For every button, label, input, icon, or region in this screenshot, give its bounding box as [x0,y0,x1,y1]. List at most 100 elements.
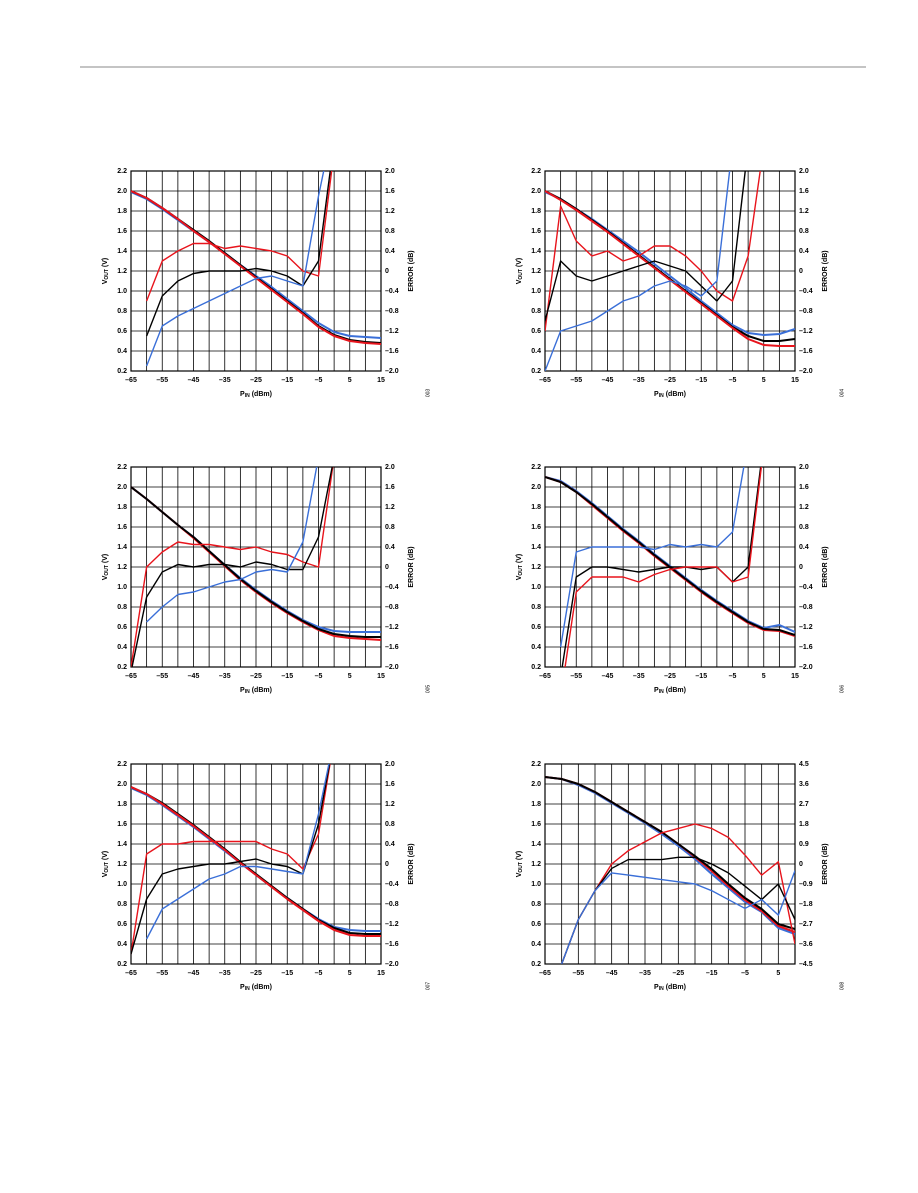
x-tick-label: 15 [377,377,385,384]
error-line [561,823,795,964]
y2-tick-label: 0.4 [385,544,395,551]
x-label-unit: (dBm) [666,391,686,398]
error-line [146,764,330,940]
y-tick-label: 2.2 [117,464,127,471]
y2-tick-label: 2.0 [385,168,395,175]
plot-frame [130,170,382,372]
y-tick-label: 0.8 [117,308,127,315]
x-tick-label: 5 [348,377,352,384]
y2-tick-label: 2.0 [385,464,395,471]
x-label-main: P [654,687,659,694]
y2-tick-label: –1.2 [385,624,399,631]
y-tick-label: 1.6 [531,524,541,531]
x-tick-label: –15 [695,377,707,384]
x-tick-label: –15 [281,673,293,680]
x-tick-label: –45 [188,377,200,384]
y2-tick-label: 1.6 [799,484,809,491]
y-tick-label: 1.6 [117,524,127,531]
x-tick-label: –45 [188,970,200,977]
y2-tick-label: 1.6 [385,484,395,491]
x-axis-label: PIN (dBm) [240,391,272,399]
figure-id: 005 [425,685,431,694]
x-tick-label: –5 [315,377,323,384]
y-tick-label: 1.6 [531,228,541,235]
error-line [145,171,333,302]
y-tick-label: 2.2 [531,168,541,175]
y-label-sub: OUT [518,269,524,280]
y2-tick-label: –1.6 [385,348,399,355]
y2-tick-label: –0.8 [385,308,399,315]
error-line [564,467,763,667]
y2-tick-label: –1.2 [385,921,399,928]
y2-tick-label: 2.0 [385,761,395,768]
y-tick-label: 0.2 [117,368,127,375]
x-tick-label: –45 [602,377,614,384]
plot-frame [130,763,382,965]
y-tick-label: 0.4 [531,644,541,651]
y2-tick-label: –2.0 [799,664,813,671]
x-tick-label: –65 [125,673,137,680]
y2-tick-label: 2.7 [799,801,809,808]
x-tick-label: 15 [377,970,385,977]
y2-axis-label: ERROR (dB) [408,250,415,291]
y2-tick-label: 1.2 [799,208,809,215]
x-label-sub: IN [245,986,250,992]
y2-tick-label: –3.6 [799,941,813,948]
x-tick-label: –35 [633,377,645,384]
y2-tick-label: –1.6 [799,348,813,355]
y2-axis-label: ERROR (dB) [408,546,415,587]
y-tick-label: 1.8 [531,504,541,511]
y-tick-label: 0.6 [117,328,127,335]
y2-tick-label: 0.8 [799,524,809,531]
y-tick-label: 1.0 [531,288,541,295]
y-tick-label: 2.2 [531,761,541,768]
y-label-main: V [102,575,109,580]
y-tick-label: 2.0 [531,188,541,195]
y-tick-label: 2.0 [117,484,127,491]
y-tick-label: 0.4 [531,941,541,948]
y-tick-label: 1.8 [531,801,541,808]
y2-tick-label: –1.2 [385,328,399,335]
y2-tick-label: 1.2 [385,208,395,215]
x-tick-label: –5 [729,673,737,680]
x-tick-label: 15 [377,673,385,680]
y-tick-label: 1.8 [117,208,127,215]
y2-tick-label: –2.0 [385,368,399,375]
x-tick-label: –5 [741,970,749,977]
series-group [131,171,381,367]
chart: 0.2 0.4 0.6 0.8 1.0 1.2 1.4 1.6 1.8 2.0 2.2 –2.0 –1.… [102,464,431,695]
y2-tick-label: 1.2 [385,801,395,808]
y2-tick-label: 0 [385,564,389,571]
figure-id: 006 [839,685,845,694]
y2-tick-label: –1.6 [385,941,399,948]
error-line [559,467,745,648]
y2-tick-label: 2.0 [799,168,809,175]
y2-tick-label: –0.4 [385,288,399,295]
y-label-main: V [516,279,523,284]
vout-line [545,776,795,933]
vout-line [545,776,795,930]
x-tick-label: –35 [219,970,231,977]
series-group [545,776,795,964]
plot-frame [130,466,382,668]
y-axis-label: VOUT (V) [102,554,110,581]
y-tick-label: 0.8 [531,901,541,908]
y2-tick-label: 3.6 [799,781,809,788]
y2-tick-label: –1.6 [799,644,813,651]
x-tick-label: –45 [188,673,200,680]
y2-tick-label: –0.4 [385,881,399,888]
error-line [561,856,795,964]
y-tick-label: 1.2 [531,861,541,868]
y-tick-label: 2.0 [531,781,541,788]
x-axis-label: PIN (dBm) [654,984,686,992]
x-tick-label: –25 [664,377,676,384]
y-label-main: V [516,872,523,877]
x-tick-label: –65 [539,377,551,384]
y2-tick-label: –0.8 [385,901,399,908]
y2-tick-label: 0.8 [385,228,395,235]
x-label-unit: (dBm) [252,984,272,991]
y2-tick-label: –0.8 [799,604,813,611]
y-tick-label: 0.2 [117,961,127,968]
x-tick-label: –25 [250,377,262,384]
y-tick-label: 1.4 [117,248,127,255]
